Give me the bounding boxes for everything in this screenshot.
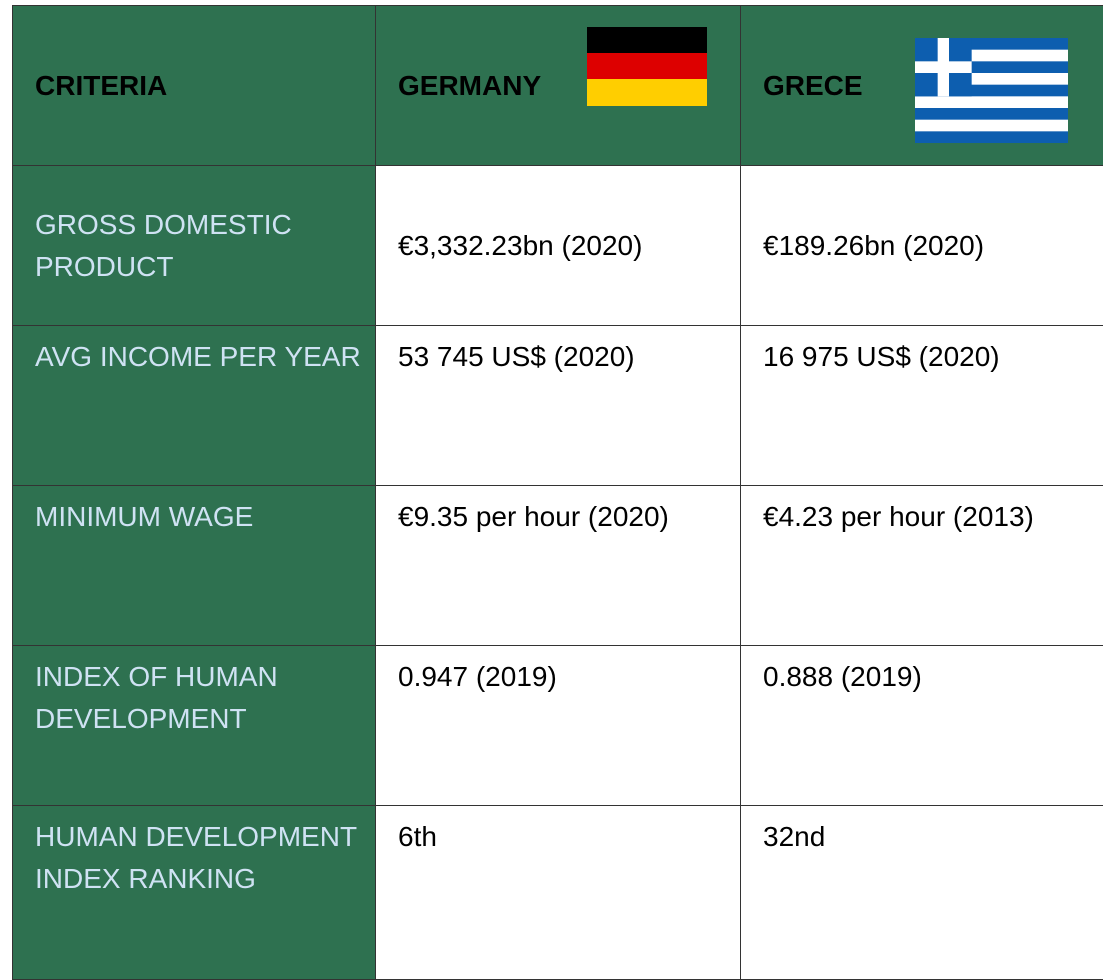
value-cell: €3,332.23bn (2020)	[375, 165, 741, 326]
value-cell: €189.26bn (2020)	[740, 165, 1103, 326]
value-cell: 53 745 US$ (2020)	[375, 325, 741, 486]
header-text: GERMANY	[398, 69, 542, 101]
value-text: 0.947 (2019)	[398, 661, 557, 692]
criteria-text: INDEX OF HUMAN DEVELOPMENT	[35, 661, 278, 734]
germany-flag	[587, 27, 707, 106]
value-text: €189.26bn (2020)	[763, 229, 985, 261]
criteria-cell: GROSS DOMESTIC PRODUCT	[12, 165, 376, 326]
criteria-text: HUMAN DEVELOPMENT INDEX RANKING	[35, 821, 357, 894]
header-cell: CRITERIA	[12, 5, 376, 166]
criteria-text: AVG INCOME PER YEAR	[35, 341, 361, 372]
criteria-cell: INDEX OF HUMAN DEVELOPMENT	[12, 645, 376, 806]
value-cell: 6th	[375, 805, 741, 980]
criteria-text: GROSS DOMESTIC PRODUCT	[35, 208, 292, 282]
criteria-cell: HUMAN DEVELOPMENT INDEX RANKING	[12, 805, 376, 980]
header-text: GRECE	[763, 69, 863, 101]
header-cell: GRECE	[740, 5, 1103, 166]
value-text: 6th	[398, 821, 437, 852]
value-cell: 0.947 (2019)	[375, 645, 741, 806]
value-text: 32nd	[763, 821, 826, 852]
value-cell: €9.35 per hour (2020)	[375, 485, 741, 646]
value-text: €3,332.23bn (2020)	[398, 229, 643, 261]
value-cell: 0.888 (2019)	[740, 645, 1103, 806]
value-text: 0.888 (2019)	[763, 661, 922, 692]
value-text: €4.23 per hour (2013)	[763, 501, 1034, 532]
value-text: 53 745 US$ (2020)	[398, 341, 635, 372]
value-text: €9.35 per hour (2020)	[398, 501, 669, 532]
greece-flag	[915, 38, 1068, 143]
value-text: 16 975 US$ (2020)	[763, 341, 1000, 372]
criteria-text: MINIMUM WAGE	[35, 501, 254, 532]
criteria-cell: AVG INCOME PER YEAR	[12, 325, 376, 486]
value-cell: €4.23 per hour (2013)	[740, 485, 1103, 646]
criteria-cell: MINIMUM WAGE	[12, 485, 376, 646]
header-text: CRITERIA	[35, 69, 168, 101]
header-cell: GERMANY	[375, 5, 741, 166]
value-cell: 16 975 US$ (2020)	[740, 325, 1103, 486]
value-cell: 32nd	[740, 805, 1103, 980]
